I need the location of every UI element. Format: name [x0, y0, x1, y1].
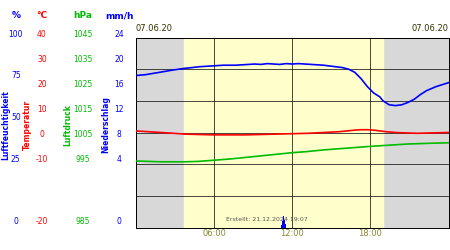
Text: 1045: 1045	[73, 30, 93, 39]
Text: 995: 995	[76, 155, 90, 164]
Text: 20: 20	[37, 80, 47, 89]
Text: 0: 0	[40, 130, 44, 139]
Text: 07.06.20: 07.06.20	[412, 24, 449, 33]
Text: 0: 0	[14, 218, 18, 226]
Text: Niederschlag: Niederschlag	[101, 96, 110, 154]
Bar	[282, 221, 283, 228]
Bar	[383, 38, 449, 228]
Text: 1005: 1005	[73, 130, 93, 139]
Text: 0: 0	[117, 218, 122, 226]
Text: Erstellt: 21.12.2024 19:07: Erstellt: 21.12.2024 19:07	[226, 217, 308, 222]
Text: 16: 16	[114, 80, 124, 89]
Bar	[184, 38, 383, 228]
Text: 50: 50	[11, 113, 21, 122]
Bar	[136, 38, 184, 228]
Text: 10: 10	[37, 105, 47, 114]
Bar	[283, 216, 284, 228]
Text: 8: 8	[117, 130, 122, 139]
Text: 25: 25	[11, 155, 21, 164]
Text: Luftdruck: Luftdruck	[63, 104, 72, 146]
Bar	[284, 220, 285, 228]
Bar	[285, 224, 286, 228]
Text: 4: 4	[117, 155, 122, 164]
Text: -20: -20	[36, 218, 48, 226]
Text: 1035: 1035	[73, 55, 93, 64]
Text: 100: 100	[9, 30, 23, 39]
Text: 75: 75	[11, 72, 21, 80]
Text: °C: °C	[36, 11, 47, 20]
Text: 24: 24	[114, 30, 124, 39]
Text: %: %	[11, 11, 20, 20]
Text: 20: 20	[114, 55, 124, 64]
Bar	[281, 225, 282, 228]
Text: 07.06.20: 07.06.20	[136, 24, 173, 33]
Text: 30: 30	[37, 55, 47, 64]
Text: 40: 40	[37, 30, 47, 39]
Text: 1025: 1025	[74, 80, 93, 89]
Text: Luftfeuchtigkeit: Luftfeuchtigkeit	[1, 90, 10, 160]
Text: 12: 12	[114, 105, 124, 114]
Text: Temperatur: Temperatur	[22, 100, 32, 150]
Text: 985: 985	[76, 218, 90, 226]
Text: 1015: 1015	[74, 105, 93, 114]
Text: -10: -10	[36, 155, 48, 164]
Text: hPa: hPa	[74, 11, 93, 20]
Text: mm/h: mm/h	[105, 11, 134, 20]
